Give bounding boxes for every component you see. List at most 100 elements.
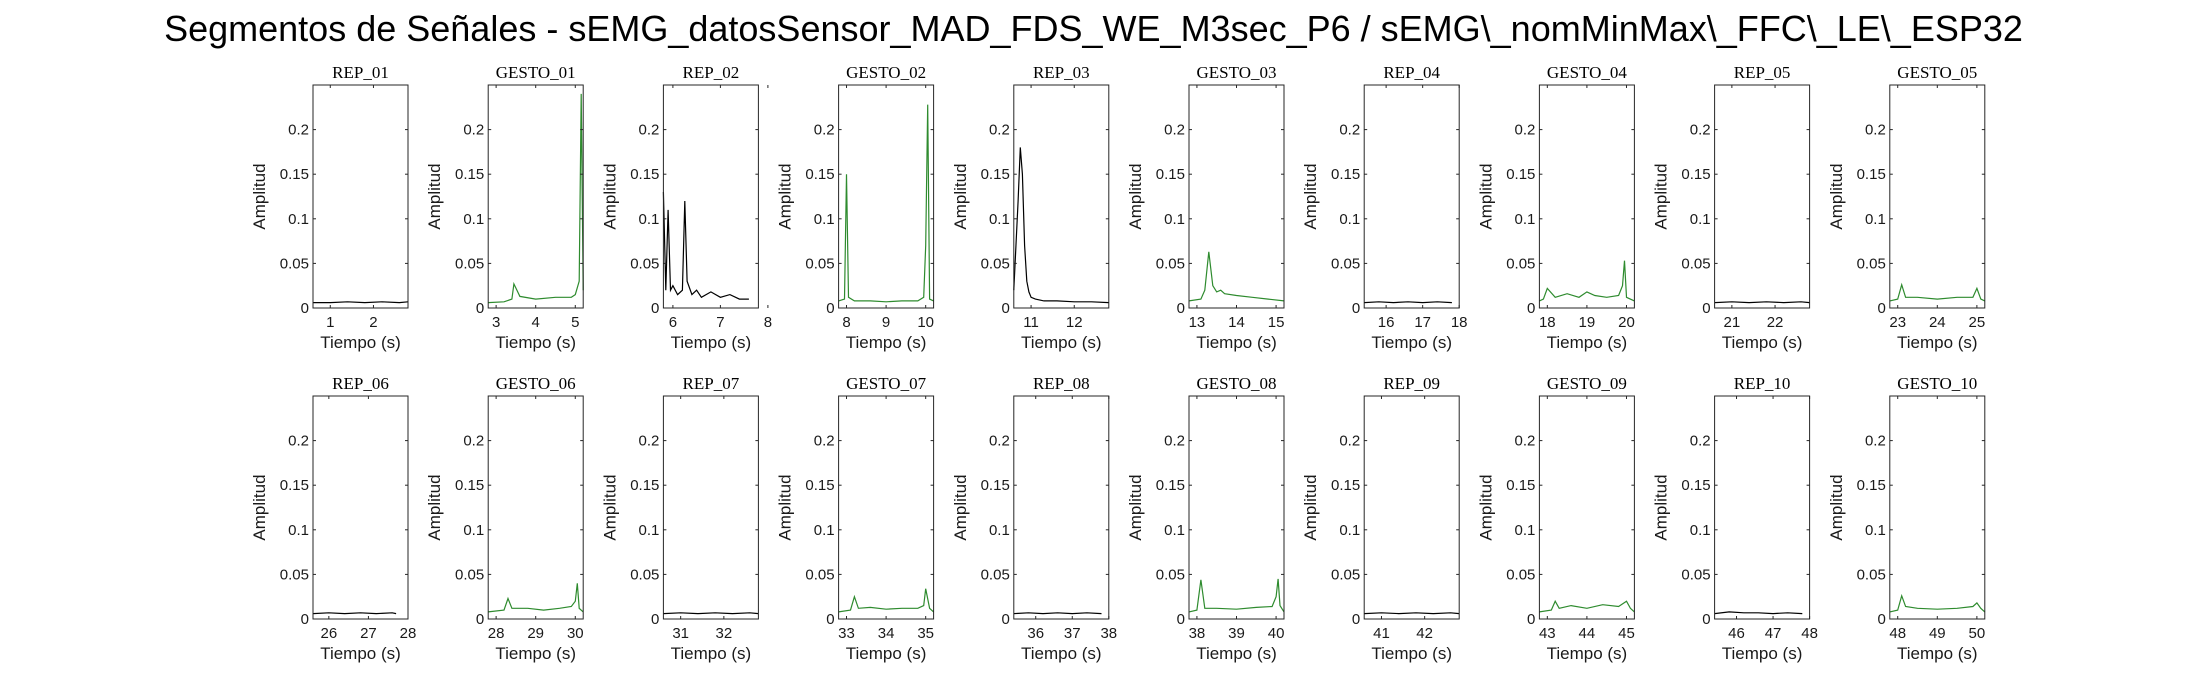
y-tick-label: 0.2 — [1339, 433, 1360, 450]
x-axis-label: Tiempo (s) — [1897, 644, 1978, 663]
subplot-title: REP_09 — [1383, 374, 1440, 393]
subplot-rep-01: 0 0.05 0.1 0.15 0.2 1 2 REP_01 Tiempo (s) Amplitu… — [250, 63, 409, 352]
y-tick-label: 0.1 — [1164, 522, 1185, 539]
subplot-gesto-10: 0 0.05 0.1 0.15 0.2 48 49 50 GESTO_10 Tiempo (s) A… — [1827, 374, 1986, 663]
series-line — [1364, 301, 1452, 304]
subplot-title: GESTO_04 — [1547, 63, 1627, 82]
y-tick-label: 0.05 — [805, 255, 834, 272]
y-tick-label: 0 — [476, 611, 484, 628]
subplot-title: REP_07 — [683, 374, 740, 393]
y-tick-label: 0.1 — [814, 522, 835, 539]
x-tick-label: 44 — [1579, 625, 1596, 642]
y-tick-label: 0.1 — [639, 522, 660, 539]
x-tick-label: 50 — [1969, 625, 1986, 642]
subplot-gesto-09: 0 0.05 0.1 0.15 0.2 43 44 45 GESTO_09 Tiempo (s) A… — [1476, 374, 1635, 663]
y-tick-label: 0 — [1877, 611, 1885, 628]
y-tick-label: 0.05 — [805, 566, 834, 583]
y-tick-label: 0.05 — [630, 255, 659, 272]
x-tick-label: 39 — [1228, 625, 1245, 642]
y-tick-label: 0.2 — [463, 122, 484, 139]
subplot-gesto-05: 0 0.05 0.1 0.15 0.2 23 24 25 GESTO_05 Tiempo (s) A… — [1827, 63, 1986, 352]
y-tick-label: 0.15 — [1156, 477, 1185, 494]
y-tick-label: 0.1 — [1339, 522, 1360, 539]
y-axis-label: Amplitud — [425, 163, 444, 229]
x-tick-label: 47 — [1765, 625, 1782, 642]
series-line — [1188, 578, 1285, 613]
y-axis-label: Amplitud — [600, 163, 619, 229]
series-line — [1013, 147, 1109, 304]
subplot-rep-05: 0 0.05 0.1 0.15 0.2 21 22 REP_05 Tiempo (s) Ampli… — [1652, 63, 1811, 352]
x-tick-label: 28 — [488, 625, 505, 642]
x-tick-label: 11 — [1023, 314, 1039, 331]
series-line — [1013, 612, 1102, 615]
y-tick-label: 0.1 — [1339, 211, 1360, 228]
y-tick-label: 0 — [1001, 611, 1009, 628]
y-tick-label: 0.2 — [1690, 122, 1711, 139]
y-tick-label: 0.05 — [1857, 566, 1886, 583]
y-tick-label: 0.1 — [1515, 211, 1536, 228]
x-tick-label: 33 — [838, 625, 855, 642]
y-tick-label: 0 — [1702, 611, 1710, 628]
y-tick-label: 0.2 — [814, 433, 835, 450]
y-tick-label: 0 — [476, 300, 484, 317]
y-axis-label: Amplitud — [250, 474, 269, 540]
subplot-rep-09: 0 0.05 0.1 0.15 0.2 41 42 REP_09 Tiempo (s) Ampli… — [1301, 374, 1460, 663]
series-line — [1714, 611, 1803, 615]
series-line — [1188, 251, 1285, 302]
x-tick-label: 46 — [1728, 625, 1745, 642]
y-tick-label: 0.2 — [463, 433, 484, 450]
x-tick-label: 18 — [1451, 314, 1468, 331]
x-axis-label: Tiempo (s) — [846, 644, 927, 663]
y-tick-label: 0.15 — [455, 166, 484, 183]
y-axis-label: Amplitud — [951, 163, 970, 229]
x-tick-label: 19 — [1579, 314, 1596, 331]
y-axis-label: Amplitud — [425, 474, 444, 540]
x-tick-label: 25 — [1969, 314, 1986, 331]
subplot-gesto-07: 0 0.05 0.1 0.15 0.2 33 34 35 GESTO_07 Tiempo (s) A… — [776, 374, 935, 663]
x-axis-label: Tiempo (s) — [1196, 644, 1277, 663]
x-tick-label: 45 — [1618, 625, 1635, 642]
x-tick-label: 37 — [1064, 625, 1081, 642]
subplot-title: GESTO_08 — [1197, 374, 1277, 393]
y-tick-label: 0 — [1527, 300, 1535, 317]
y-tick-label: 0 — [651, 300, 659, 317]
x-tick-label: 49 — [1929, 625, 1946, 642]
y-axis-label: Amplitud — [250, 163, 269, 229]
y-tick-label: 0.2 — [639, 433, 660, 450]
series-line — [1539, 260, 1635, 302]
y-tick-label: 0.15 — [1331, 477, 1360, 494]
x-tick-label: 36 — [1027, 625, 1044, 642]
subplot-title: GESTO_09 — [1547, 374, 1627, 393]
y-tick-label: 0.05 — [1506, 566, 1535, 583]
subplot-gesto-04: 0 0.05 0.1 0.15 0.2 18 19 20 GESTO_04 Tiempo (s) A… — [1476, 63, 1635, 352]
subplot-title: GESTO_01 — [496, 63, 576, 82]
y-tick-label: 0.15 — [1156, 166, 1185, 183]
y-tick-label: 0.15 — [981, 477, 1010, 494]
x-tick-label: 2 — [369, 314, 377, 331]
subplot-title: REP_05 — [1734, 63, 1791, 82]
y-tick-label: 0.15 — [280, 166, 309, 183]
axes-frame — [838, 84, 935, 309]
x-tick-label: 31 — [672, 625, 689, 642]
y-tick-label: 0.05 — [1857, 255, 1886, 272]
y-tick-label: 0 — [1527, 611, 1535, 628]
y-tick-label: 0 — [1702, 300, 1710, 317]
subplot-rep-04: 0 0.05 0.1 0.15 0.2 16 17 18 REP_04 Tiempo (s) Amp… — [1301, 63, 1467, 352]
y-axis-label: Amplitud — [1476, 474, 1495, 540]
axes-frame — [487, 84, 584, 309]
x-axis-label: Tiempo (s) — [1021, 333, 1102, 352]
y-tick-label: 0.15 — [981, 166, 1010, 183]
series-line — [488, 93, 584, 304]
y-axis-label: Amplitud — [951, 474, 970, 540]
y-tick-label: 0.15 — [630, 477, 659, 494]
y-tick-label: 0 — [826, 300, 834, 317]
axes-frame — [1013, 395, 1110, 620]
y-tick-label: 0.1 — [989, 211, 1010, 228]
y-tick-label: 0.2 — [1164, 122, 1185, 139]
y-tick-label: 0 — [1001, 300, 1009, 317]
series-line — [663, 612, 759, 615]
subplot-rep-10: 0 0.05 0.1 0.15 0.2 46 47 48 REP_10 Tiempo (s) Amp… — [1652, 374, 1818, 663]
y-axis-label: Amplitud — [1652, 163, 1671, 229]
axes-frame — [1538, 84, 1635, 309]
x-tick-label: 13 — [1189, 314, 1206, 331]
